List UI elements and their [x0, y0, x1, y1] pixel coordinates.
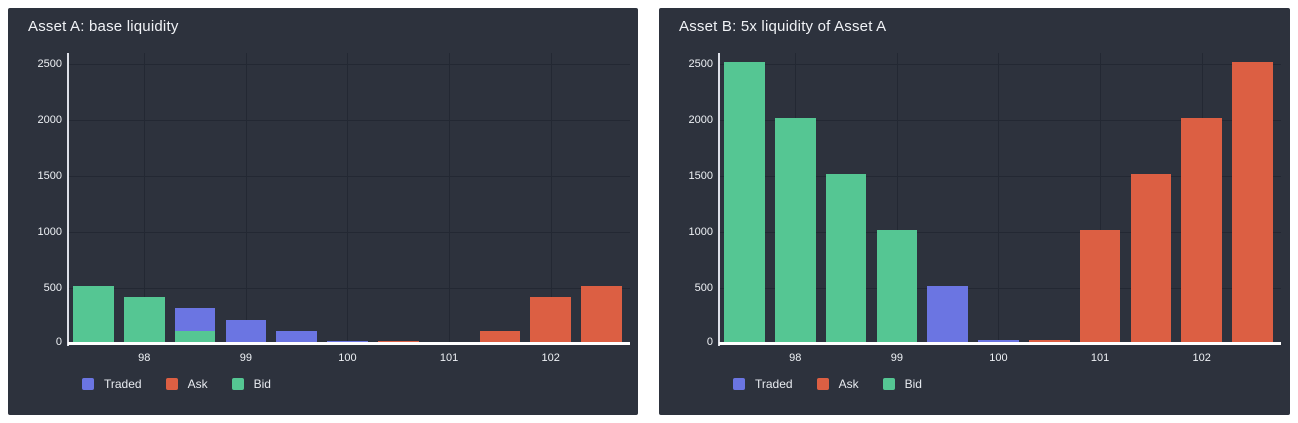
legend-item-ask[interactable]: Ask — [816, 377, 859, 391]
gridline-vertical — [998, 53, 1000, 344]
bar-traded — [978, 339, 1019, 342]
x-axis-tick-label: 98 — [789, 352, 802, 364]
y-axis-tick-label: 500 — [694, 282, 713, 295]
y-axis-line — [67, 53, 69, 346]
gridline-horizontal — [68, 64, 630, 66]
bar-traded — [276, 330, 317, 342]
bar-ask — [581, 286, 622, 342]
legend-asset-b: Traded Ask Bid — [733, 377, 922, 391]
x-axis-tick-label: 101 — [1090, 352, 1110, 364]
legend-swatch-ask-icon — [816, 378, 829, 390]
gridline-vertical — [449, 53, 451, 344]
bar-ask — [1232, 62, 1273, 342]
bar-bid — [774, 118, 816, 342]
gridline-horizontal — [719, 288, 1281, 290]
bar-bid — [876, 230, 918, 342]
y-axis-tick-label: 1000 — [688, 226, 713, 239]
gridline-horizontal — [68, 288, 630, 290]
gridline-vertical — [896, 53, 898, 344]
y-axis-tick-label: 500 — [43, 282, 62, 295]
chart-panel-asset-a: Asset A: base liquidity 0 500 1000 1500 2000… — [8, 8, 638, 415]
y-axis-tick-label: 1500 — [37, 170, 62, 183]
bar-traded — [225, 319, 267, 342]
gridline-horizontal — [719, 232, 1281, 234]
legend-swatch-ask-icon — [165, 378, 178, 390]
plot-area-asset-b: 0 500 1000 1500 2000 2500 98 99 100 101 102 — [689, 53, 1281, 364]
x-axis-line — [68, 342, 630, 345]
chart-panel-asset-b: Asset B: 5x liquidity of Asset A 0 500 100… — [659, 8, 1290, 415]
gridline-vertical — [245, 53, 247, 344]
legend-swatch-bid-icon — [231, 378, 244, 390]
legend-item-bid[interactable]: Bid — [231, 377, 271, 391]
legend-label: Bid — [904, 377, 922, 391]
bar-ask — [1181, 118, 1223, 342]
legend-label: Traded — [755, 377, 793, 391]
gridline-vertical — [347, 53, 349, 344]
y-axis-tick-label: 2000 — [37, 114, 62, 127]
y-axis-tick-label: 0 — [55, 336, 62, 348]
legend-label: Bid — [253, 377, 271, 391]
gridline-vertical — [144, 53, 146, 344]
x-axis-tick-label: 102 — [541, 352, 560, 364]
x-axis-tick-label: 100 — [989, 352, 1008, 364]
bar-ask — [1079, 230, 1121, 342]
legend-label: Ask — [187, 377, 208, 391]
legend-swatch-traded-icon — [733, 378, 745, 390]
bar-ask — [1028, 339, 1070, 342]
gridline-horizontal — [719, 176, 1281, 178]
bar-bid — [174, 330, 216, 342]
bar-ask — [479, 330, 521, 342]
bar-ask — [530, 297, 572, 342]
gridline-vertical — [1100, 53, 1102, 344]
gridline-horizontal — [719, 120, 1281, 122]
y-axis-tick-label: 1000 — [37, 226, 62, 239]
legend-item-bid[interactable]: Bid — [882, 377, 922, 391]
bar-ask — [377, 340, 419, 342]
y-axis-tick-label: 2500 — [37, 58, 62, 71]
bar-traded — [327, 340, 368, 342]
x-axis-line — [719, 342, 1281, 345]
x-axis-tick-label: 101 — [439, 352, 459, 364]
legend-swatch-bid-icon — [882, 378, 895, 390]
x-axis-tick-label: 102 — [1192, 352, 1211, 364]
plot-area-asset-a: 0 500 1000 1500 2000 2500 98 99 100 101 102 — [38, 53, 630, 364]
bar-bid — [825, 174, 867, 342]
y-axis-tick-label: 2500 — [688, 58, 713, 71]
legend-swatch-traded-icon — [82, 378, 94, 390]
bar-bid — [123, 297, 165, 342]
legend-label: Traded — [104, 377, 142, 391]
y-axis-tick-label: 2000 — [688, 114, 713, 127]
gridline-horizontal — [68, 232, 630, 234]
gridline-vertical — [550, 53, 552, 344]
legend-item-traded[interactable]: Traded — [82, 377, 142, 391]
gridline-horizontal — [68, 120, 630, 122]
x-axis-tick-label: 100 — [338, 352, 357, 364]
gridline-horizontal — [68, 176, 630, 178]
legend-label: Ask — [838, 377, 859, 391]
x-axis-tick-label: 99 — [239, 352, 252, 364]
chart-title-asset-b: Asset B: 5x liquidity of Asset A — [679, 18, 887, 35]
bar-bid — [724, 62, 765, 342]
bar-bid — [73, 286, 114, 342]
y-axis-tick-label: 0 — [706, 336, 713, 348]
y-axis-tick-label: 1500 — [688, 170, 713, 183]
legend-item-traded[interactable]: Traded — [733, 377, 793, 391]
bar-ask — [1130, 174, 1172, 342]
x-axis-tick-label: 99 — [890, 352, 903, 364]
bar-traded — [927, 286, 968, 342]
legend-asset-a: Traded Ask Bid — [82, 377, 271, 391]
y-axis-line — [718, 53, 720, 346]
legend-item-ask[interactable]: Ask — [165, 377, 208, 391]
x-axis-tick-label: 98 — [138, 352, 151, 364]
chart-title-asset-a: Asset A: base liquidity — [28, 18, 179, 35]
gridline-horizontal — [719, 64, 1281, 66]
